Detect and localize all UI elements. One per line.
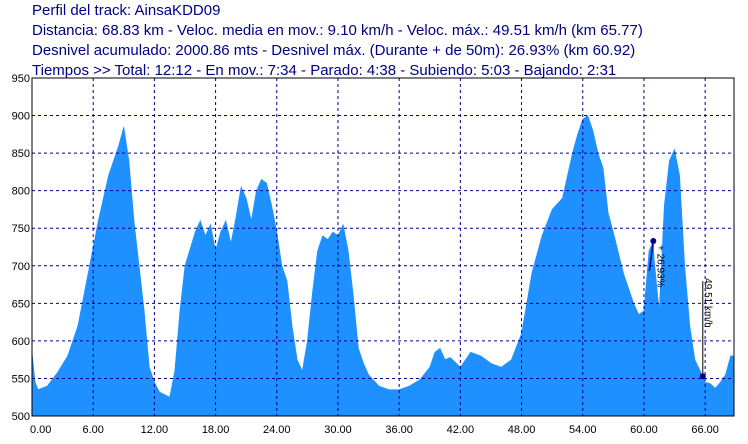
y-tick-label: 900 bbox=[12, 111, 30, 123]
x-tick-label: 60.00 bbox=[630, 424, 658, 436]
x-tick-label: 12.00 bbox=[141, 424, 169, 436]
x-tick-label: 6.00 bbox=[82, 424, 103, 436]
max-grade-marker bbox=[650, 237, 657, 244]
y-tick-label: 800 bbox=[12, 186, 30, 198]
max-grade-segment bbox=[648, 240, 655, 272]
x-tick-label: 18.00 bbox=[202, 424, 230, 436]
y-tick-label: 600 bbox=[12, 336, 30, 348]
x-tick-label: 24.00 bbox=[263, 424, 291, 436]
x-tick-label: 36.00 bbox=[385, 424, 413, 436]
y-tick-label: 550 bbox=[12, 373, 30, 385]
y-tick-label: 650 bbox=[12, 298, 30, 310]
x-tick-label: 0.00 bbox=[30, 424, 51, 436]
x-tick-label: 42.00 bbox=[447, 424, 475, 436]
y-tick-label: 850 bbox=[12, 148, 30, 160]
elevation-gain-line: Desnivel acumulado: 2000.86 mts - Desniv… bbox=[32, 42, 636, 59]
y-tick-label: 700 bbox=[12, 261, 30, 273]
max-speed-marker bbox=[699, 373, 706, 380]
y-tick-label: 500 bbox=[12, 411, 30, 423]
max-speed-label: 49.51 km/h bbox=[702, 278, 713, 327]
plot-frame bbox=[31, 77, 735, 417]
y-tick-label: 750 bbox=[12, 223, 30, 235]
x-tick-label: 54.00 bbox=[569, 424, 597, 436]
x-tick-label: 66.00 bbox=[691, 424, 719, 436]
track-name-line: Perfil del track: AinsaKDD09 bbox=[32, 2, 221, 19]
max-grade-label: + 26.93% bbox=[654, 245, 665, 288]
distance-speed-line: Distancia: 68.83 km - Veloc. media en mo… bbox=[32, 22, 643, 39]
track-profile-header: Perfil del track: AinsaKDD09 Distancia: … bbox=[0, 0, 748, 82]
y-tick-label: 950 bbox=[12, 73, 30, 85]
x-tick-label: 48.00 bbox=[508, 424, 536, 436]
x-tick-label: 30.00 bbox=[324, 424, 352, 436]
times-line: Tiempos >> Total: 12:12 - En mov.: 7:34 … bbox=[32, 62, 617, 79]
